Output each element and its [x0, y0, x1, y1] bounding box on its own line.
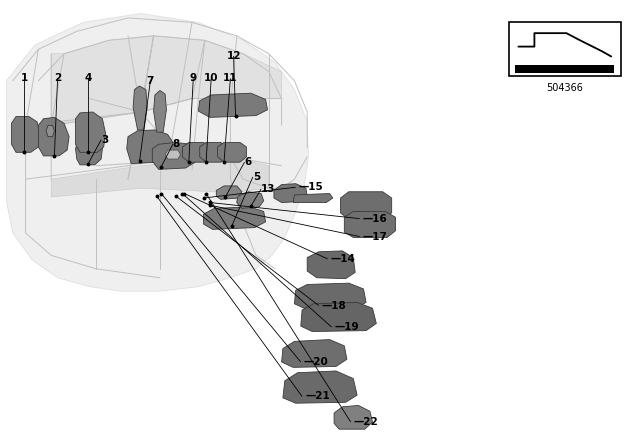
Polygon shape [12, 116, 40, 152]
Text: 1: 1 [20, 73, 28, 83]
Text: 9: 9 [189, 73, 197, 83]
Polygon shape [46, 125, 54, 137]
Polygon shape [274, 184, 307, 202]
Text: 4: 4 [84, 73, 92, 83]
Polygon shape [76, 112, 106, 152]
Polygon shape [198, 93, 268, 117]
Text: 3: 3 [101, 135, 108, 145]
Text: —21: —21 [305, 392, 330, 401]
Polygon shape [165, 150, 180, 159]
Polygon shape [182, 142, 210, 162]
Text: —22: —22 [354, 417, 379, 427]
Polygon shape [283, 371, 357, 403]
Text: —19: —19 [335, 322, 359, 332]
Polygon shape [204, 207, 266, 229]
Polygon shape [344, 211, 396, 237]
Polygon shape [340, 192, 392, 220]
Text: 12: 12 [227, 51, 241, 61]
Text: —14: —14 [331, 254, 356, 264]
Text: 11: 11 [223, 73, 237, 83]
Text: 2: 2 [54, 73, 61, 83]
Text: —18: —18 [322, 301, 347, 310]
Polygon shape [293, 194, 333, 202]
Polygon shape [334, 405, 372, 429]
Polygon shape [152, 142, 197, 169]
Text: —17: —17 [363, 232, 388, 241]
Polygon shape [218, 142, 246, 162]
Text: —16: —16 [363, 214, 388, 224]
Text: 6: 6 [244, 157, 252, 167]
Polygon shape [282, 340, 347, 367]
Polygon shape [216, 186, 242, 199]
Text: 504366: 504366 [547, 83, 583, 93]
Polygon shape [6, 13, 308, 291]
Polygon shape [307, 251, 355, 279]
Polygon shape [154, 90, 166, 132]
Bar [515, 65, 614, 73]
Polygon shape [200, 142, 227, 162]
Text: 13: 13 [261, 184, 276, 194]
Polygon shape [237, 192, 264, 208]
Text: 10: 10 [204, 73, 218, 83]
Polygon shape [76, 139, 102, 165]
Polygon shape [38, 117, 69, 156]
Text: —15: —15 [299, 182, 324, 192]
Polygon shape [301, 302, 376, 332]
Polygon shape [51, 36, 282, 125]
Polygon shape [294, 283, 366, 309]
Polygon shape [51, 157, 269, 197]
Bar [509, 22, 621, 76]
Text: 5: 5 [253, 172, 260, 182]
Polygon shape [127, 130, 174, 164]
Text: 8: 8 [173, 139, 180, 149]
Polygon shape [133, 86, 147, 130]
Text: —20: —20 [304, 357, 329, 367]
Text: 7: 7 [147, 76, 154, 86]
